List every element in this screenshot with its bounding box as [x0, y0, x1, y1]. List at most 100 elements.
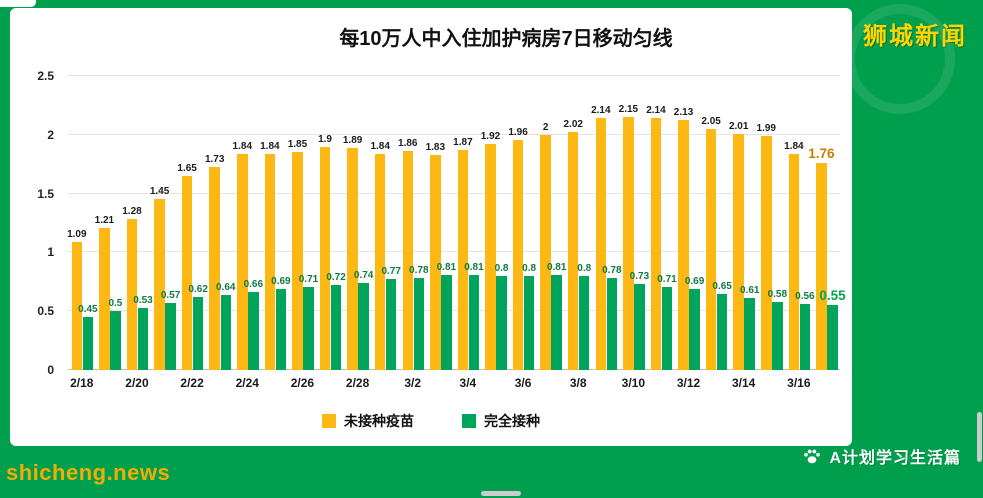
bar-vaccinated [523, 275, 535, 370]
bar-value-label: 1.87 [453, 137, 473, 149]
bar-unvaccinated [181, 175, 193, 370]
bar-vaccinated [689, 288, 700, 370]
bar-vaccinated [137, 307, 149, 370]
bar-group: 1.84 0.56 [784, 76, 815, 370]
bar-group: 2 0.81 [537, 76, 567, 370]
bar-group: 1.09 0.45 [67, 76, 98, 370]
bar-value-label: 1.96 [508, 126, 528, 138]
chart-panel: 每10万人中入住加护病房7日移动匀线 0 0.5 1 1.5 2 2.5 1.09 0.45… [10, 8, 852, 446]
x-tick-label: 3/2 [404, 376, 422, 390]
bar-vaccinated [716, 293, 728, 370]
bar-value-label: 0.64 [216, 281, 236, 293]
x-tick-label: 3/4 [459, 376, 477, 390]
bar-vaccinated [110, 311, 121, 370]
bar-group: 1.89 0.74 [343, 76, 374, 370]
chart-title: 每10万人中入住加护病房7日移动匀线 [339, 28, 673, 50]
bar-vaccinated [579, 275, 590, 370]
bar-value-label: 1.45 [149, 186, 170, 198]
legend-swatch [462, 414, 476, 428]
bar-value-label: 1.86 [398, 138, 418, 150]
bar-group: 1.65 0.62 [177, 76, 208, 370]
bar-value-label: 0.57 [160, 289, 181, 301]
bar-unvaccinated [485, 144, 496, 370]
bar-group: 1.73 0.64 [204, 76, 236, 370]
bar-value-label: 1.84 [260, 140, 280, 152]
x-tick-label [482, 376, 510, 394]
paw-icon [804, 449, 821, 464]
bar-value-label: 0.78 [409, 265, 429, 277]
x-tick-label [592, 376, 620, 394]
bar-vaccinated [303, 286, 314, 370]
bar-value-label: 0.74 [353, 269, 374, 281]
bar-value-label: 0.8 [494, 262, 509, 274]
bar-unvaccinated [705, 128, 717, 370]
bar-unvaccinated [788, 153, 800, 370]
bar-value-label: 1.9 [318, 133, 332, 145]
bar-vaccinated [385, 279, 397, 370]
bar-value-label: 0.61 [739, 285, 760, 297]
bar-vaccinated [661, 286, 673, 370]
x-tick-label [151, 376, 179, 394]
bar-value-label: 0.8 [522, 262, 537, 274]
x-tick-label [96, 376, 124, 394]
x-tick-label [427, 376, 455, 394]
bar-group: 1.85 0.71 [288, 76, 318, 370]
x-tick-label: 2/24 [235, 376, 259, 390]
bar-unvaccinated [623, 117, 634, 370]
bar-value-label: 2.02 [563, 119, 583, 131]
corner-fragment [0, 0, 36, 7]
bar-group: 2.01 0.61 [729, 76, 760, 370]
x-tick-label: 2/26 [290, 376, 315, 390]
bar-value-label: 0.81 [546, 261, 567, 273]
bar-value-label: 0.65 [712, 280, 732, 292]
bar-value-label: 2.14 [646, 105, 666, 117]
bar-group: 2.02 0.8 [563, 76, 592, 370]
bar-value-label: 0.58 [767, 288, 788, 300]
bar-unvaccinated [347, 147, 358, 370]
bar-value-label: 0.62 [188, 284, 208, 296]
bar-unvaccinated [733, 133, 744, 370]
plot-area: 1.09 0.45 1.21 0.5 1.28 0.53 1.45 0.57 1.65 0.62 1… [67, 75, 846, 370]
bar-group: 1.83 0.81 [426, 76, 456, 370]
y-tick-label: 2.5 [37, 69, 54, 83]
x-tick-label [757, 376, 785, 394]
bar-unvaccinated [430, 154, 441, 370]
gridline [68, 192, 840, 194]
x-axis: 2/18 2/20 2/22 2/24 2/26 2/28 3/2 3/4 3/6 3/8 3/10… [68, 376, 840, 394]
bar-vaccinated [799, 304, 811, 370]
bar-unvaccinated [816, 163, 827, 370]
bar-value-label: 1.73 [204, 153, 225, 165]
bar-group: 1.87 0.81 [453, 76, 484, 370]
vertical-scrollbar[interactable] [977, 412, 982, 462]
bar-group: 1.96 0.8 [508, 76, 537, 370]
bar-vaccinated [772, 301, 783, 370]
bar-value-label: 0.78 [602, 265, 622, 277]
bar-vaccinated [330, 285, 342, 370]
bar-value-label: 0.53 [133, 294, 153, 306]
bar-value-label: 0.55 [819, 288, 846, 304]
bar-vaccinated [744, 298, 755, 370]
bar-vaccinated [468, 274, 480, 370]
bar-unvaccinated [512, 139, 524, 370]
bar-value-label: 0.56 [795, 291, 815, 303]
y-axis: 0 0.5 1 1.5 2 2.5 [10, 69, 62, 377]
legend-item-vaccinated: 完全接种 [462, 411, 540, 431]
site-watermark: shicheng.news [6, 460, 171, 485]
gridline [68, 310, 840, 312]
bar-vaccinated [634, 284, 645, 370]
y-tick-label: 2 [47, 127, 54, 142]
x-tick-label [316, 376, 344, 394]
bar-group: 1.76 0.55 [808, 76, 846, 370]
bar-value-label: 0.66 [243, 279, 264, 291]
bar-vaccinated [275, 288, 287, 370]
horizontal-scrollbar[interactable] [481, 491, 521, 496]
bar-group: 1.86 0.78 [398, 76, 429, 370]
y-tick-label: 1 [47, 245, 54, 260]
gridline [68, 75, 840, 76]
bar-value-label: 2.13 [673, 106, 694, 118]
bar-unvaccinated [595, 118, 607, 370]
bar-unvaccinated [237, 153, 248, 370]
bar-vaccinated [413, 278, 425, 370]
bar-unvaccinated [761, 135, 772, 370]
bar-unvaccinated [374, 153, 386, 370]
